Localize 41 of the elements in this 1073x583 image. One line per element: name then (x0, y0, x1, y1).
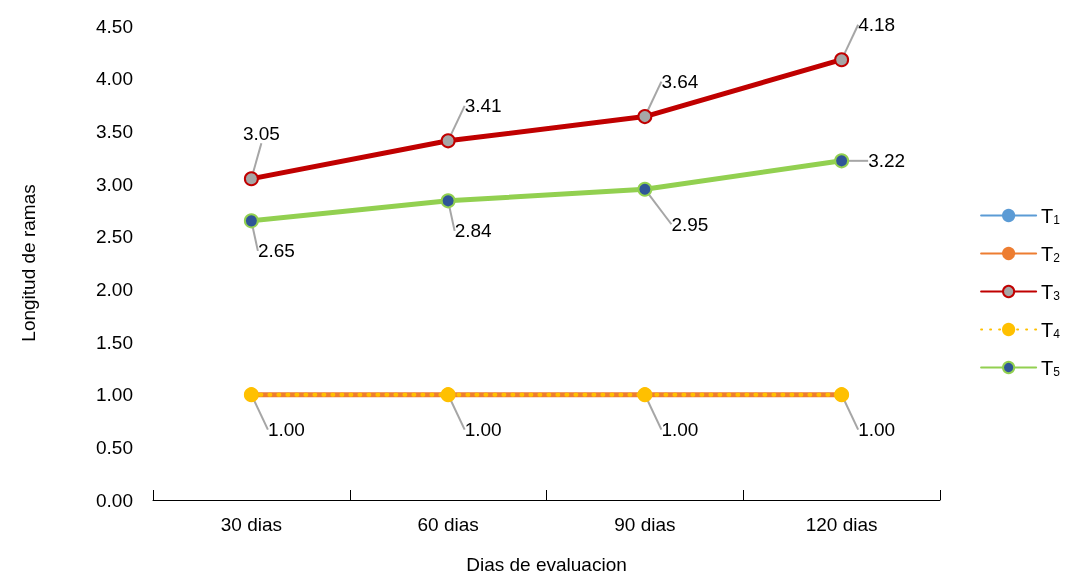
data-label: 1.00 (661, 419, 699, 441)
legend-label: T1 (1041, 204, 1061, 227)
point (834, 52, 850, 68)
y-tick-label: 1.00 (96, 384, 133, 406)
legend-label: T5 (1041, 356, 1061, 379)
y-tick-label: 0.50 (96, 436, 133, 458)
y-tick-label: 3.00 (96, 173, 133, 195)
data-label: 3.41 (464, 95, 502, 117)
y-tick-label: 4.00 (96, 68, 133, 90)
y-tick-label: 0.00 (96, 489, 133, 511)
data-label: 2.95 (671, 213, 709, 235)
x-tick-label: 60 dias (417, 514, 479, 535)
point (834, 153, 850, 169)
data-label: 1.00 (267, 419, 305, 441)
y-tick-label: 2.00 (96, 278, 133, 300)
data-label: 4.18 (858, 14, 896, 36)
legend-label: T3 (1041, 280, 1061, 303)
data-label: 1.00 (464, 419, 502, 441)
data-label: 3.64 (661, 71, 699, 93)
data-label: 3.22 (868, 150, 906, 172)
point (243, 213, 259, 229)
point (637, 109, 653, 125)
data-label: 2.84 (454, 220, 493, 242)
x-tick-label: 120 dias (805, 514, 878, 535)
y-tick-label: 4.50 (96, 15, 133, 37)
y-tick-label: 3.50 (96, 120, 133, 142)
legend-label: T2 (1041, 242, 1061, 265)
legend-label: T4 (1041, 318, 1061, 341)
point (440, 193, 456, 209)
data-label: 3.05 (242, 123, 280, 145)
data-label: 2.65 (257, 240, 295, 262)
y-axis-title: Longitud de ramas (18, 184, 39, 342)
data-label: 1.00 (858, 419, 896, 441)
point (440, 133, 456, 149)
y-tick-label: 2.50 (96, 226, 133, 248)
point (243, 171, 259, 187)
x-tick-label: 30 dias (220, 514, 283, 535)
point (637, 181, 653, 197)
x-tick-label: 90 dias (614, 514, 676, 535)
y-tick-label: 1.50 (96, 331, 133, 353)
x-axis-title: Dias de evaluacion (466, 554, 627, 575)
